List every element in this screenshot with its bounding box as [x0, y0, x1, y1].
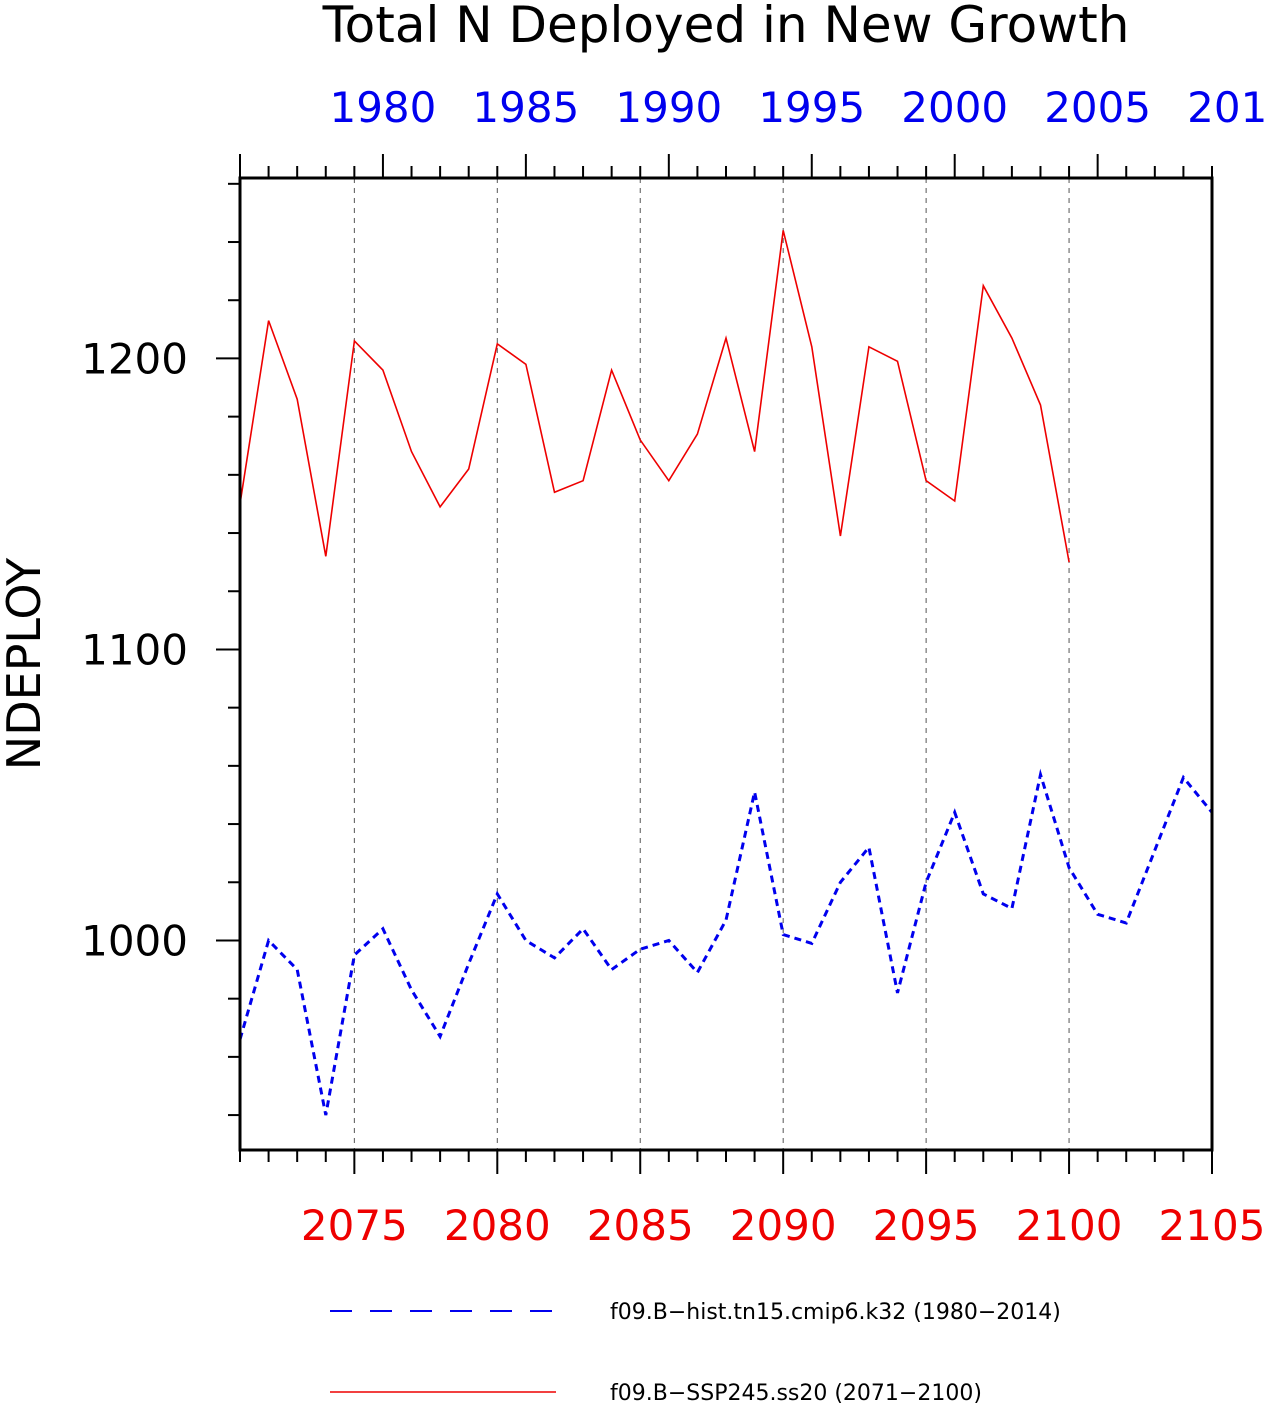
top-tick-label: 1985	[472, 83, 579, 132]
y-axis-label: NDEPLOY	[0, 557, 51, 770]
series-line-ssp245	[240, 230, 1070, 563]
grid	[353, 178, 1070, 1150]
bottom-tick-label: 2105	[1159, 1201, 1266, 1250]
top-tick-label: 1995	[758, 83, 865, 132]
series-layer	[240, 230, 1212, 1116]
axes: 1980 1985 1990 1995 2000 2005 2010 2075 2080 2085…	[81, 83, 1270, 1250]
bottom-tick-label: 2085	[587, 1201, 694, 1250]
top-tick-label: 2005	[1044, 83, 1151, 132]
top-tick-label: 1990	[615, 83, 722, 132]
series-line-hist	[240, 768, 1212, 1116]
left-tick-label: 1000	[81, 916, 188, 965]
left-tick-label: 1100	[81, 625, 188, 674]
plot-frame	[238, 176, 1214, 1152]
top-tick-label: 2000	[901, 83, 1008, 132]
left-tick-label: 1200	[81, 334, 188, 383]
top-tick-label: 2010	[1187, 83, 1270, 132]
bottom-tick-label: 2075	[301, 1201, 408, 1250]
legend-label: f09.B−hist.tn15.cmip6.k32 (1980−2014)	[610, 1300, 1061, 1325]
bottom-tick-label: 2095	[873, 1201, 980, 1250]
bottom-tick-label: 2080	[444, 1201, 551, 1250]
bottom-tick-label: 2090	[730, 1201, 837, 1250]
bottom-tick-label: 2100	[1016, 1201, 1123, 1250]
chart-title: Total N Deployed in New Growth	[322, 0, 1130, 54]
legend: f09.B−hist.tn15.cmip6.k32 (1980−2014) f09…	[330, 1300, 1061, 1406]
top-tick-label: 1980	[329, 83, 436, 132]
legend-label: f09.B−SSP245.ss20 (2071−2100)	[610, 1381, 982, 1406]
